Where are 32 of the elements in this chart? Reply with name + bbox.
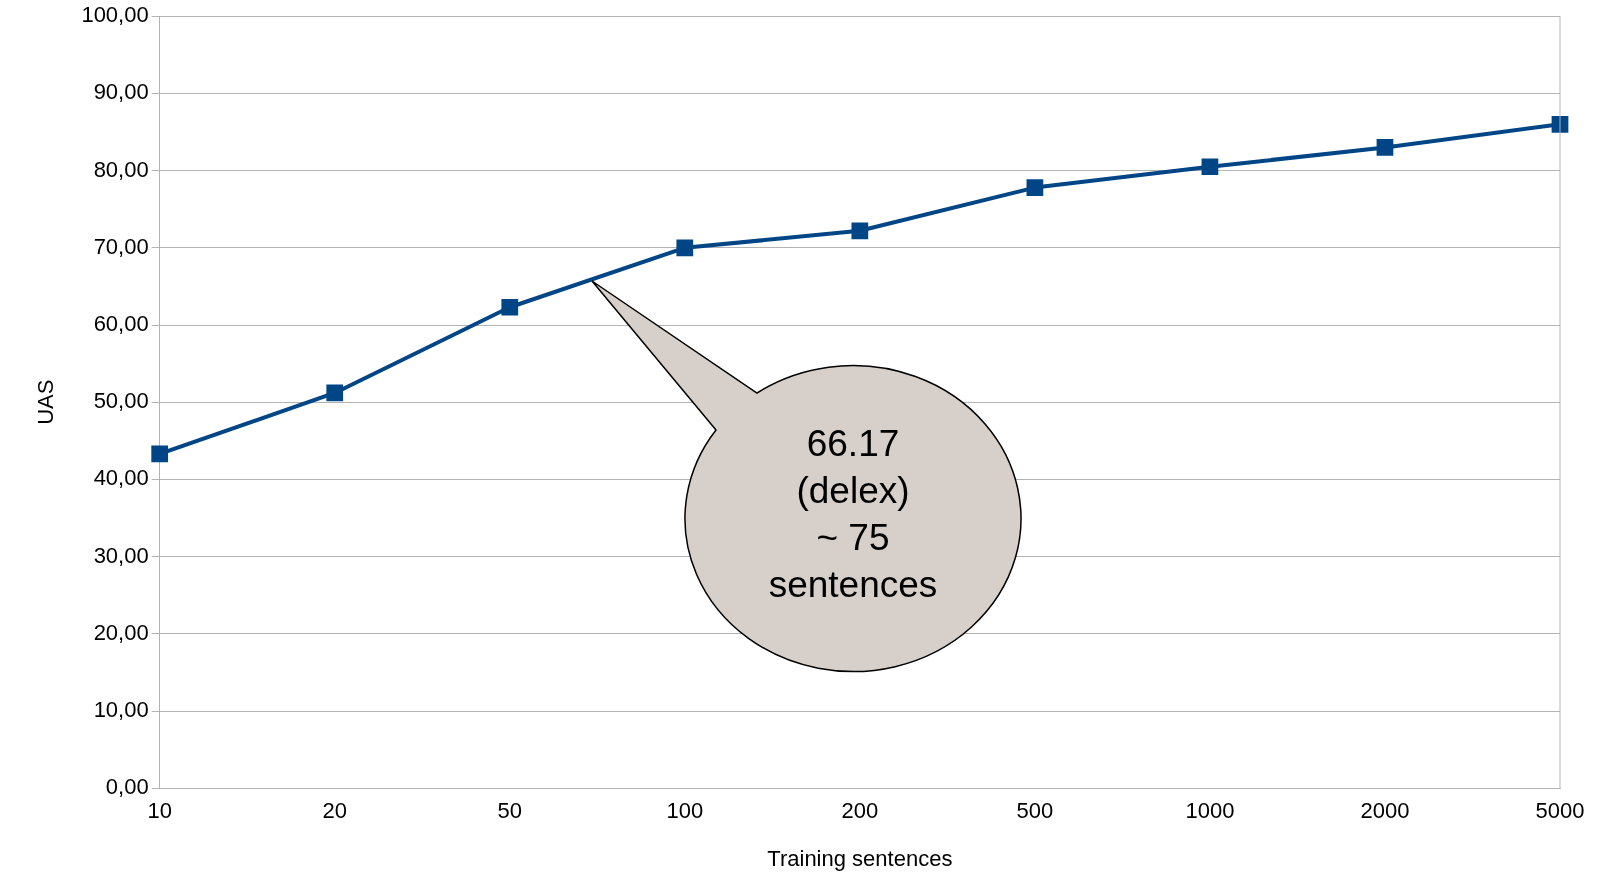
- x-tick-label: 200: [841, 798, 879, 824]
- x-tick-label: 5000: [1535, 798, 1585, 824]
- point: [501, 298, 519, 316]
- y-tick-label: 40,00: [93, 465, 149, 491]
- y-tick-label: 100,00: [81, 2, 149, 28]
- annotation: 66.17 (delex) ~ 75 sentences: [767, 422, 939, 607]
- y-tick-label: 10,00: [93, 697, 149, 723]
- y-tick-label: 20,00: [93, 619, 149, 645]
- x-tick-label: 500: [1016, 798, 1054, 824]
- y-tick-label: 60,00: [93, 311, 149, 337]
- point: [676, 239, 694, 257]
- x-tick-label: 1000: [1185, 798, 1235, 824]
- y-tick-label: 0,00: [105, 774, 149, 800]
- x-tick-label: 50: [497, 798, 523, 824]
- y-tick-label: 80,00: [93, 156, 149, 182]
- x-axis-title: Training sentences: [767, 845, 953, 871]
- point: [151, 445, 169, 463]
- y-axis-title: UAS: [33, 379, 59, 425]
- point: [1551, 115, 1569, 133]
- point: [1201, 158, 1219, 176]
- y-tick-label: 90,00: [93, 79, 149, 105]
- x-tick-label: 10: [147, 798, 172, 824]
- point: [326, 384, 344, 402]
- y-tick-label: 70,00: [93, 233, 149, 259]
- x-tick-label: 20: [322, 798, 347, 824]
- x-tick-label: 2000: [1360, 798, 1410, 824]
- y-tick-label: 30,00: [93, 542, 149, 568]
- y-tick-label: 50,00: [93, 388, 149, 414]
- point: [1026, 179, 1044, 196]
- x-tick-label: 100: [666, 798, 704, 824]
- point: [1376, 139, 1394, 156]
- point: [851, 222, 869, 240]
